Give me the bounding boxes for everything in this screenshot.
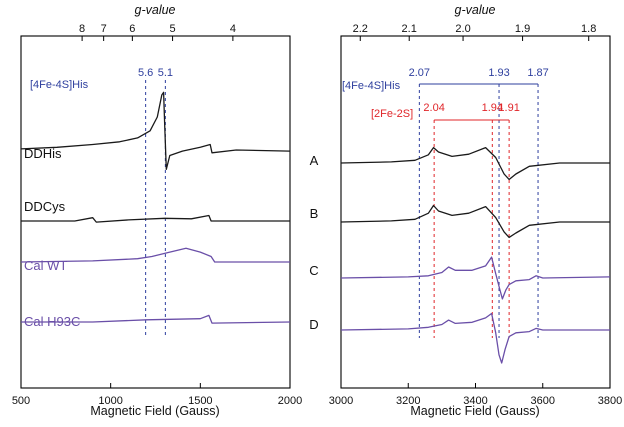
right-x-axis-title: Magnetic Field (Gauss) — [410, 404, 539, 418]
right-label-2fe2s: [2Fe-2S] — [371, 108, 413, 120]
series-line-c — [340, 256, 611, 300]
left-top-axis-title: g-value — [135, 3, 176, 17]
g-tick-label: 7 — [101, 23, 107, 35]
x-tick-label: 3800 — [598, 395, 622, 407]
reference-label: 2.04 — [423, 102, 444, 114]
reference-label: 5.6 — [138, 67, 153, 79]
x-tick-label: 1500 — [188, 395, 212, 407]
g-tick-label: 1.8 — [581, 23, 596, 35]
g-tick-label: 1.9 — [515, 23, 530, 35]
series-line-d — [340, 312, 610, 364]
series-line-ddhis — [20, 91, 291, 170]
series-line-b — [340, 204, 610, 239]
x-tick-label: 500 — [12, 395, 30, 407]
g-tick-label: 2.2 — [353, 23, 368, 35]
g-tick-label: 2.1 — [402, 23, 417, 35]
left-annotation-label: [4Fe-4S]His — [30, 79, 89, 91]
trace-letter-c: C — [309, 263, 318, 278]
trace-letter-d: D — [309, 317, 318, 332]
trace-letter-a: A — [310, 153, 319, 168]
x-tick-label: 3600 — [531, 395, 555, 407]
series-line-ddcys — [21, 214, 290, 223]
series-line-cal-wt — [20, 247, 290, 263]
left-plot-frame — [20, 35, 291, 389]
series-label-ddhis: DDHis — [24, 146, 62, 161]
x-tick-label: 1000 — [98, 395, 122, 407]
x-tick-label: 3400 — [463, 395, 487, 407]
reference-label: 1.94 — [482, 102, 503, 114]
series-line-a — [340, 146, 610, 181]
x-tick-label: 2000 — [278, 395, 302, 407]
series-label-cal-h93c: Cal H93C — [24, 314, 80, 329]
right-top-axis-title: g-value — [455, 3, 496, 17]
reference-label: 1.91 — [498, 102, 519, 114]
reference-label: 1.93 — [488, 67, 509, 79]
right-label-4fe4s: [4Fe-4S]His — [342, 80, 401, 92]
g-tick-label: 2.0 — [455, 23, 470, 35]
x-tick-label: 3000 — [329, 395, 353, 407]
series-label-cal-wt: Cal WT — [24, 258, 67, 273]
series-line-cal-h93c — [21, 314, 291, 324]
right-panel: 3000 3200 3400 3600 3800 2.2 2.1 2.0 1.9 1.8 2.0… — [329, 3, 622, 418]
g-tick-label: 5 — [170, 23, 176, 35]
reference-label: 5.1 — [158, 67, 173, 79]
g-tick-label: 4 — [230, 23, 236, 35]
x-tick-label: 3200 — [396, 395, 420, 407]
reference-label: 2.07 — [409, 67, 430, 79]
trace-letter-b: B — [310, 206, 319, 221]
series-label-ddcys: DDCys — [24, 199, 66, 214]
g-tick-label: 8 — [79, 23, 85, 35]
left-panel: 500 1000 1500 2000 8 7 6 5 4 5.6 5.1 Magnetic Fi… — [12, 3, 302, 418]
g-tick-label: 6 — [129, 23, 135, 35]
reference-label: 1.87 — [527, 67, 548, 79]
left-x-axis-title: Magnetic Field (Gauss) — [90, 404, 219, 418]
